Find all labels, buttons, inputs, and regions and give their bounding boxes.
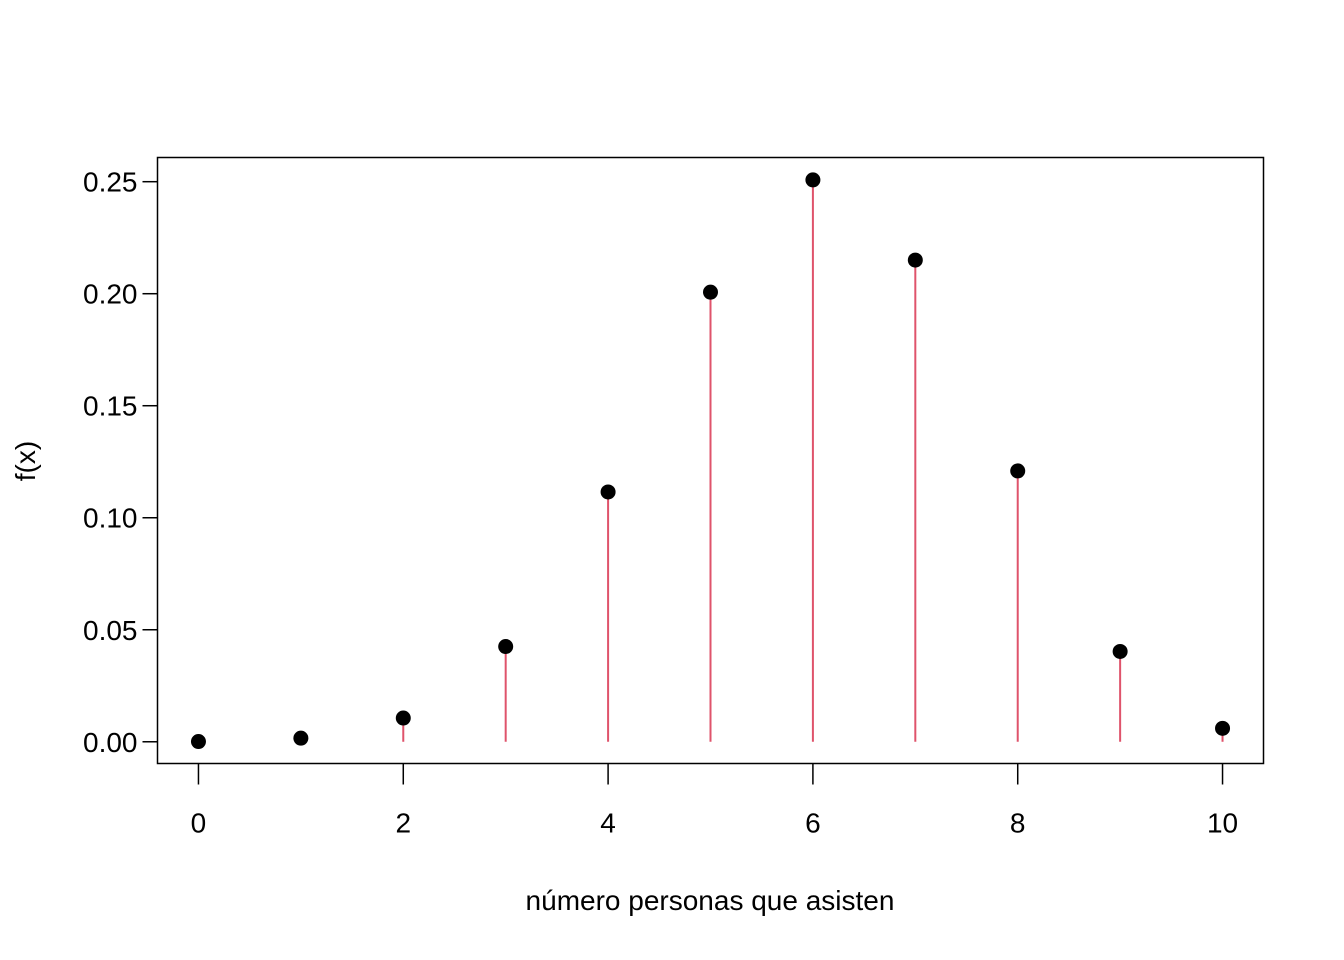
y-tick-label-2: 0.10: [83, 503, 138, 534]
y-axis-label: f(x): [10, 441, 41, 481]
data-point-7: [907, 252, 923, 268]
x-tick-label-1: 2: [395, 808, 411, 839]
y-tick-label-4: 0.20: [83, 279, 138, 310]
data-point-6: [805, 172, 821, 188]
stem-lines: [197, 179, 1224, 742]
x-tick-label-3: 6: [805, 808, 821, 839]
y-tick-label-5: 0.25: [83, 167, 138, 198]
y-tick-label-0: 0.00: [83, 727, 138, 758]
data-points: [190, 172, 1231, 750]
data-point-4: [600, 484, 616, 500]
x-tick-label-5: 10: [1207, 808, 1238, 839]
data-point-0: [190, 734, 206, 750]
data-point-1: [293, 730, 309, 746]
y-tick-label-3: 0.15: [83, 391, 138, 422]
x-axis-label: número personas que asisten: [526, 885, 895, 916]
x-axis: 0 2 4 6 8 10: [191, 763, 1238, 839]
data-point-5: [703, 284, 718, 300]
x-tick-label-4: 8: [1010, 808, 1026, 839]
data-point-8: [1010, 463, 1026, 479]
data-point-2: [395, 710, 411, 726]
plot-frame: [156, 156, 1265, 765]
y-tick-label-1: 0.05: [83, 615, 138, 646]
data-point-9: [1112, 643, 1128, 659]
y-axis: 0.00 0.05 0.10 0.15 0.20 0.25: [83, 167, 158, 758]
data-point-10: [1215, 720, 1231, 736]
x-tick-label-2: 4: [600, 808, 616, 839]
x-tick-label-0: 0: [191, 808, 207, 839]
data-point-3: [498, 639, 514, 655]
